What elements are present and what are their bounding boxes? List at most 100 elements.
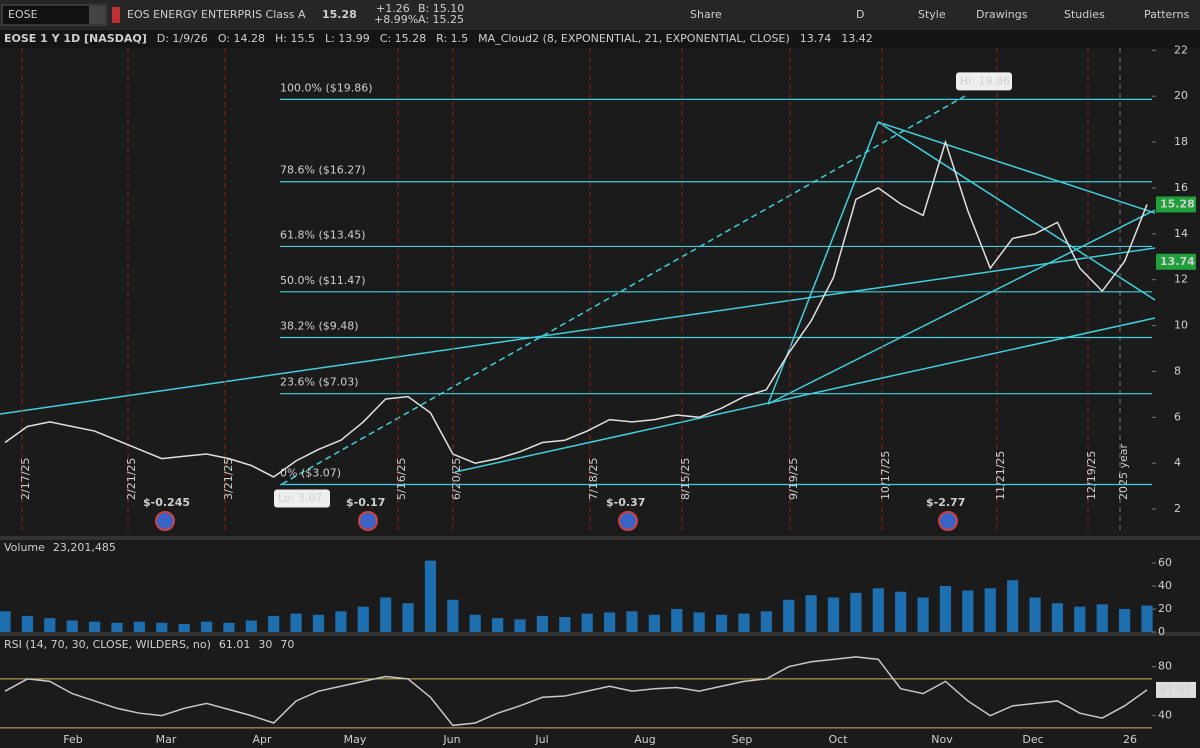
volume-bar — [760, 611, 772, 632]
rsi-tag-label: 61.01 — [1160, 683, 1192, 696]
fib-label: 78.6% ($16.27) — [280, 164, 366, 177]
change-pct: +8.99% — [374, 13, 418, 26]
toolbar-button-label: Share — [690, 8, 722, 21]
volume-bar — [66, 620, 78, 632]
fib-label: 38.2% ($9.48) — [280, 319, 359, 332]
volume-bar — [1029, 597, 1041, 632]
date-marker: 11/21/25 — [994, 451, 1007, 500]
volume-bar — [715, 614, 728, 632]
price-tag — [1156, 196, 1196, 213]
volume-bar — [1141, 605, 1153, 632]
header-item: MA_Cloud2 (8, EXPONENTIAL, 21, EXPONENTI… — [478, 32, 790, 45]
x-tick-label: Apr — [252, 733, 272, 746]
fib-label: 23.6% ($7.03) — [280, 376, 359, 389]
volume-bar — [603, 612, 616, 632]
earnings-icon[interactable] — [938, 511, 958, 531]
divider — [0, 536, 1200, 540]
x-tick-label: May — [344, 733, 367, 746]
header-bar — [0, 30, 1200, 48]
toolbar-button-label: D — [856, 8, 864, 21]
y-tick-label: 20 — [1174, 89, 1188, 102]
date-marker: 6/20/25 — [450, 458, 463, 500]
header-item: C: 15.28 — [380, 32, 426, 45]
date-marker: 9/19/25 — [787, 458, 800, 500]
fib-label: 0% ($3.07) — [280, 467, 341, 480]
y-tick-label: 40 — [1158, 579, 1172, 592]
price-tag-label: 15.28 — [1160, 197, 1195, 210]
volume-bar — [447, 599, 459, 632]
volume-bar — [1119, 608, 1131, 632]
earnings-icon[interactable] — [358, 511, 378, 531]
volume-bar — [805, 595, 817, 632]
x-tick-label: Mar — [156, 733, 177, 746]
y-tick-label: 2 — [1174, 502, 1181, 515]
x-tick-label: Aug — [634, 733, 655, 746]
trendline — [877, 121, 1156, 301]
price-tag-label: 13.74 — [1160, 255, 1195, 268]
date-marker: 8/15/25 — [679, 458, 692, 500]
volume-bar — [492, 618, 504, 632]
alert-icon — [112, 7, 120, 23]
volume-bar — [872, 588, 884, 632]
symbol: EOSE — [8, 8, 38, 21]
volume-bar — [380, 597, 392, 632]
y-tick-label: 40 — [1158, 709, 1172, 722]
date-marker: 7/18/25 — [587, 458, 600, 500]
price-tag — [1156, 253, 1196, 270]
volume-bar — [559, 617, 571, 632]
company-name: EOS ENERGY ENTERPRIS Class A — [127, 8, 306, 21]
y-tick-label: 10 — [1174, 319, 1188, 332]
x-tick-label: Oct — [828, 733, 848, 746]
annotation: Lo: 3.07 — [278, 492, 322, 505]
last-price: 15.28 — [322, 8, 357, 21]
panel-title: Volume — [4, 541, 45, 554]
volume-bar — [357, 606, 369, 632]
volume-bar — [895, 591, 907, 632]
y-tick-label: 80 — [1158, 660, 1172, 673]
volume-bar — [156, 622, 168, 632]
y-tick-label: 0 — [1158, 625, 1165, 638]
fib-label: 61.8% ($13.45) — [280, 228, 366, 241]
panel-value: 61.01 — [219, 638, 251, 651]
volume-bar — [984, 588, 996, 632]
volume-bar — [962, 590, 974, 632]
volume-bar — [648, 614, 660, 632]
toolbar-button-label: Studies — [1064, 8, 1105, 21]
y-tick-label: 16 — [1174, 181, 1188, 194]
earnings-label: $-0.17 — [346, 496, 385, 509]
symbol-box[interactable] — [1, 4, 107, 26]
volume-bar — [827, 597, 840, 632]
y-tick-label: 6 — [1174, 410, 1181, 423]
symbol-dropdown[interactable] — [89, 6, 105, 24]
price-line — [4, 139, 1148, 478]
bid: B: 15.10 — [418, 2, 464, 15]
trendline — [454, 317, 1156, 473]
volume-bar — [626, 611, 638, 632]
volume-bar — [469, 614, 481, 632]
header-item: 13.42 — [841, 32, 873, 45]
rsi-level: 70 — [280, 638, 294, 651]
date-marker: 2/21/25 — [125, 458, 138, 500]
y-tick-label: 8 — [1174, 364, 1181, 377]
date-marker: 2/17/25 — [19, 458, 32, 500]
toolbar — [0, 0, 1200, 30]
price-line — [4, 656, 1148, 727]
annotation-box — [956, 72, 1012, 91]
volume-bar — [223, 622, 235, 632]
volume-bar — [133, 621, 145, 632]
earnings-icon[interactable] — [618, 511, 638, 531]
x-tick-label: Sep — [732, 733, 753, 746]
toolbar-button-label: Drawings — [976, 8, 1028, 21]
volume-bar — [939, 585, 952, 632]
y-tick-label: 20 — [1158, 602, 1172, 615]
volume-bar — [21, 615, 33, 632]
rsi-level: 30 — [258, 638, 272, 651]
fib-label: 100.0% ($19.86) — [280, 81, 373, 94]
volume-bar — [1007, 580, 1019, 632]
earnings-icon[interactable] — [155, 511, 175, 531]
volume-bar — [850, 592, 862, 632]
volume-bar — [514, 619, 526, 632]
annotation: Hi: 19.86 — [960, 74, 1010, 87]
